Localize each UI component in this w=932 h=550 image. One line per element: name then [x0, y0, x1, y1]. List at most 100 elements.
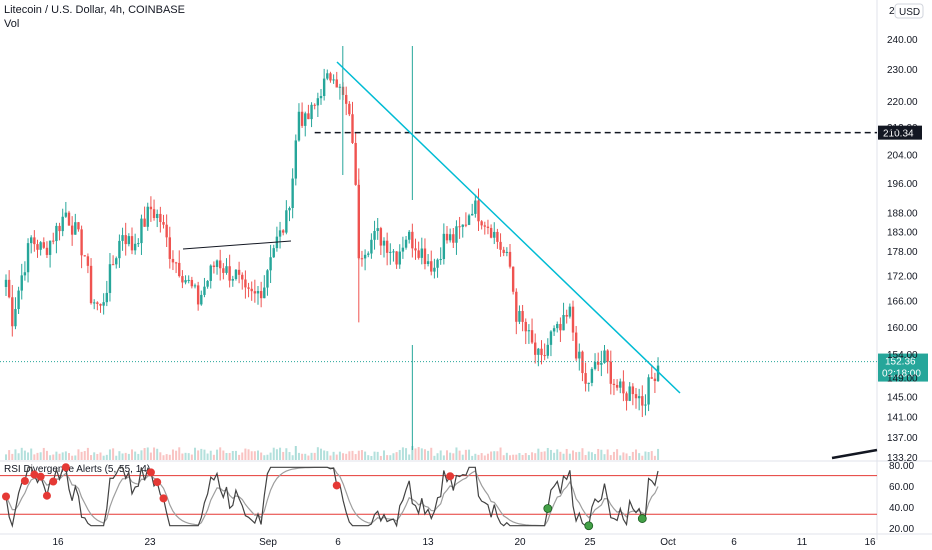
volume-bar: [468, 449, 471, 460]
volume-bar: [206, 453, 209, 460]
volume-bar: [297, 452, 300, 460]
time-tick-label: 16: [864, 537, 876, 548]
candle-body: [77, 222, 80, 230]
volume-bar: [420, 448, 423, 460]
candle-body: [259, 291, 263, 299]
candle-body: [83, 255, 86, 257]
candle-body: [430, 261, 433, 272]
candle-body: [505, 251, 509, 253]
volume-bar: [5, 454, 7, 460]
candle-body: [477, 200, 480, 222]
candle-body: [300, 111, 304, 126]
volume-bar: [86, 447, 89, 460]
volume-bar: [77, 449, 80, 460]
volume-bar: [452, 453, 455, 460]
volume-bar: [153, 447, 156, 460]
candle-body: [278, 230, 282, 237]
candle-body: [187, 279, 190, 281]
candle-body: [178, 262, 181, 277]
last-price-box: [878, 353, 928, 382]
rsi-tick-label: 40.00: [889, 503, 914, 514]
volume-bar: [269, 452, 272, 460]
volume-bar: [307, 455, 310, 460]
candle-body: [644, 404, 647, 406]
volume-bar: [203, 449, 206, 460]
candle-body: [96, 302, 99, 304]
candle-body: [641, 396, 644, 406]
candle-body: [228, 266, 231, 281]
candle-body: [363, 254, 367, 259]
volume-bar: [442, 455, 445, 460]
volume-bar: [373, 451, 376, 460]
candle-body: [291, 178, 294, 208]
volume-bar: [14, 449, 17, 460]
currency-button[interactable]: [894, 3, 924, 19]
volume-bar: [562, 453, 565, 460]
volume-bar: [190, 454, 193, 460]
volume-bar: [294, 446, 297, 460]
volume-bar: [622, 452, 625, 460]
candle-body: [571, 306, 575, 333]
descending-trendline: [336, 61, 681, 394]
volume-bar: [231, 450, 234, 460]
currency-button-label[interactable]: USD: [899, 7, 920, 18]
volume-bar: [159, 452, 162, 460]
volume-bar: [39, 452, 42, 460]
candle-body: [408, 231, 411, 240]
volume-bar: [338, 451, 341, 460]
volume-bar: [401, 447, 404, 460]
volume-bar: [405, 448, 408, 460]
volume-bar: [398, 449, 401, 460]
candle-body: [115, 258, 118, 265]
candle-body: [206, 280, 209, 287]
candle-body: [445, 233, 449, 241]
candle-body: [448, 234, 452, 241]
candle-body: [348, 103, 351, 115]
candle-body: [493, 231, 496, 238]
candle-body: [146, 206, 149, 227]
volume-bar: [512, 454, 515, 460]
candle-body: [395, 251, 398, 265]
volume-bar: [527, 455, 530, 460]
volume-bar: [68, 453, 70, 460]
candle-body: [193, 285, 197, 287]
volume-bar: [124, 452, 127, 460]
volume-bar: [96, 453, 99, 460]
candle-body: [23, 272, 27, 276]
candle-body: [524, 321, 527, 332]
volume-bar: [27, 452, 30, 460]
volume-bar: [509, 455, 511, 460]
volume-bar: [490, 451, 493, 460]
volume-bar: [108, 449, 111, 460]
candle-body: [159, 213, 162, 223]
support-trendline: [182, 240, 292, 250]
volume-bar: [628, 455, 631, 460]
volume-bar: [612, 451, 615, 460]
price-tick-label: 141.00: [887, 413, 918, 424]
volume-bar: [647, 452, 650, 460]
volume-bar: [572, 450, 574, 460]
candle-body: [203, 286, 206, 295]
volume-bar: [168, 454, 171, 460]
volume-bar: [521, 454, 524, 460]
candle-body: [335, 79, 338, 88]
volume-bar: [417, 447, 420, 460]
candle-body: [417, 250, 420, 258]
candle-body: [471, 213, 474, 216]
candle-body: [319, 96, 323, 99]
candle-body: [385, 240, 389, 253]
volume-bar: [257, 450, 259, 460]
candle-body: [48, 240, 52, 255]
volume-bar: [80, 451, 83, 460]
candle-body: [86, 256, 90, 266]
bearish-divergence-marker: [2, 492, 10, 501]
candle-body: [360, 258, 364, 260]
volume-bar: [471, 455, 474, 460]
volume-bar: [134, 451, 137, 460]
candle-body: [58, 225, 61, 232]
candle-body: [222, 268, 225, 273]
candle-body: [543, 355, 546, 357]
price-tick-label: 188.00: [887, 208, 918, 219]
candle-body: [269, 257, 272, 271]
